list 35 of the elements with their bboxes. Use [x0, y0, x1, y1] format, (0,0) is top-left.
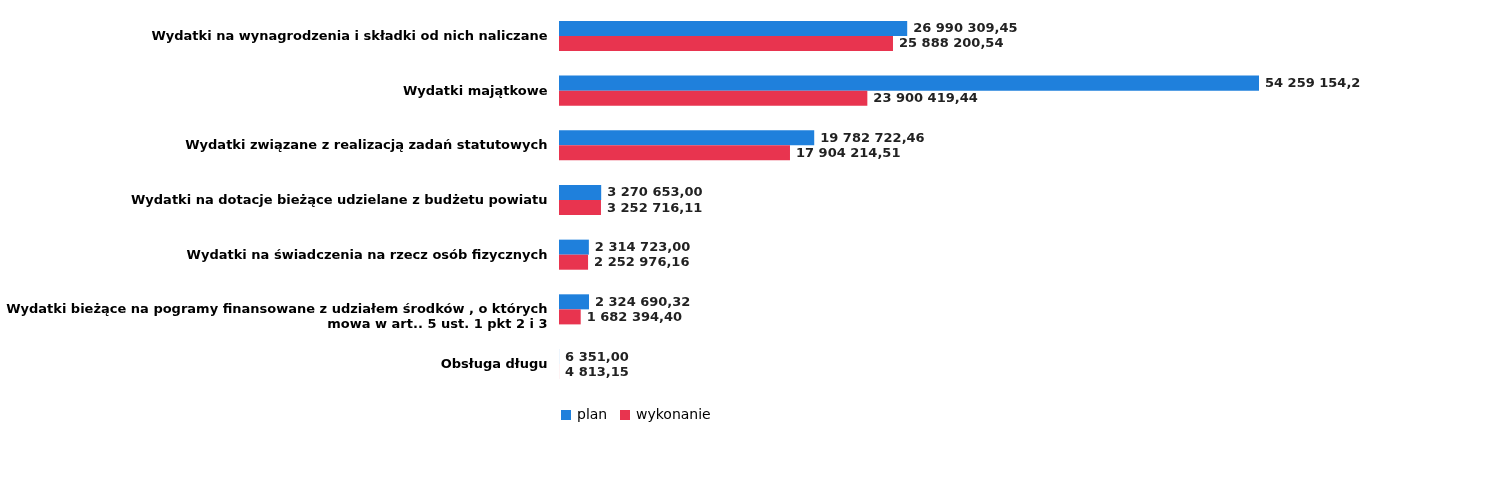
y-tick-label: Wydatki na świadczenia na rzecz osób fizycznych — [186, 246, 548, 262]
bar — [559, 254, 589, 270]
data-label: 23 900 419,44 — [873, 90, 978, 106]
bar — [559, 309, 581, 325]
bar — [559, 145, 790, 161]
data-label: 2 314 723,00 — [594, 239, 691, 255]
bar — [559, 239, 589, 255]
y-tick-label: Wydatki majątkowe — [402, 82, 548, 98]
data-label: 3 252 716,11 — [606, 199, 703, 215]
data-label: 54 259 154,2 — [1265, 75, 1361, 91]
data-label: 19 782 722,46 — [820, 129, 925, 145]
bar — [559, 20, 908, 36]
bar — [559, 200, 601, 216]
data-label: 4 813,15 — [565, 363, 629, 379]
bar — [559, 294, 589, 310]
y-tick-label: Wydatki na dotacje bieżące udzielane z budżetu powiatu — [131, 192, 548, 207]
bar — [559, 90, 868, 106]
legend-label: plan — [577, 406, 608, 422]
data-label: 26 990 309,45 — [913, 20, 1018, 36]
y-tick-label: Wydatki bieżące na pogramy finansowane z udziałem środków , o których mowa w art.. 5 ust. 1 pkt 2 i 3 — [6, 301, 548, 332]
bar — [559, 184, 602, 200]
bar — [559, 35, 893, 52]
legend-label: wykonanie — [636, 406, 711, 422]
data-label: 2 324 690,32 — [594, 293, 691, 309]
y-tick-label: Wydatki związane z realizacją zadań statutowych — [185, 137, 548, 153]
data-label: 6 351,00 — [565, 348, 629, 364]
y-tick-label: Obsługa długu — [440, 356, 548, 372]
data-label: 3 270 653,00 — [607, 184, 703, 200]
data-label: 25 888 200,54 — [898, 35, 1004, 51]
data-label: 2 252 976,16 — [594, 254, 690, 270]
bar — [559, 130, 815, 146]
y-tick-label: Wydatki na wynagrodzenia i składki od nich naliczane — [151, 27, 548, 43]
bar — [559, 75, 1259, 91]
data-label: 17 904 214,51 — [795, 144, 901, 160]
data-label: 1 682 394,40 — [586, 308, 683, 324]
